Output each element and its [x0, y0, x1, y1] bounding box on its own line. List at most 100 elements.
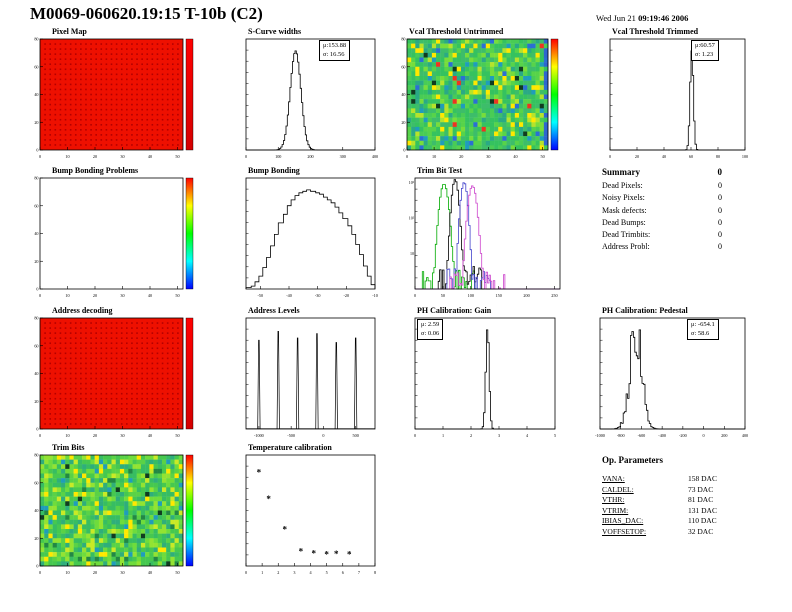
- svg-text:-30: -30: [315, 293, 321, 298]
- summary-panel: Summary 0 Dead Pixels: 0 Noisy Pixels: 0 M…: [602, 167, 722, 254]
- ph-calibration-gain-chart: 0 1 2 3 4 5: [414, 317, 556, 438]
- svg-text:30: 30: [120, 293, 124, 298]
- svg-text:-20: -20: [344, 293, 350, 298]
- summary-row-address-probl: Address Probl: 0: [602, 242, 722, 252]
- svg-text:20: 20: [34, 259, 38, 264]
- timestamp: Wed Jun 21 09:19:46 2006: [596, 13, 688, 23]
- svg-text:40: 40: [662, 154, 666, 159]
- svg-text:40: 40: [148, 570, 152, 575]
- summary-title: Summary: [602, 167, 640, 177]
- svg-text:-50: -50: [258, 293, 264, 298]
- plot-title: Vcal Threshold Untrimmed: [409, 27, 504, 36]
- svg-text:0: 0: [245, 570, 247, 575]
- svg-text:4: 4: [526, 433, 529, 438]
- svg-text:80: 80: [34, 37, 38, 42]
- stats-box: μ: 2.59 σ: 0.06: [417, 319, 444, 340]
- stats-sigma: σ: 0.06: [421, 329, 440, 337]
- trim-bits-plot: Trim Bits 0 10 20 30 40 50 0 20 40 60 80: [26, 443, 199, 577]
- svg-text:200: 200: [307, 154, 313, 159]
- svg-text:40: 40: [148, 154, 152, 159]
- plot-title: S-Curve widths: [248, 27, 302, 36]
- bump-bonding-plot: Bump Bonding -50 -40 -30 -20 -10: [232, 166, 379, 300]
- svg-text:*: *: [324, 549, 329, 559]
- svg-text:0: 0: [703, 433, 705, 438]
- trim-bit-test-plot: Trim Bit Test 10 10² 10³ 0 50 100 150 200 250: [401, 166, 564, 300]
- svg-text:1: 1: [261, 570, 263, 575]
- svg-text:-600: -600: [638, 433, 646, 438]
- plot-title: Temperature calibration: [248, 443, 332, 452]
- stats-mu: μ: 2.59: [421, 321, 440, 328]
- svg-text:200: 200: [721, 433, 727, 438]
- svg-text:-10: -10: [372, 293, 378, 298]
- op-parameters-panel: Op. Parameters VANA: 158 DAC CALDEL: 73 DA…: [602, 455, 750, 537]
- svg-text:20: 20: [34, 536, 38, 541]
- svg-text:-1000: -1000: [254, 433, 264, 438]
- svg-text:80: 80: [34, 316, 38, 321]
- svg-text:40: 40: [34, 371, 38, 376]
- stats-mu: μ:60.57: [695, 42, 715, 49]
- svg-text:30: 30: [120, 570, 124, 575]
- stats-mu: μ: -654.1: [691, 321, 715, 328]
- svg-text:20: 20: [459, 154, 463, 159]
- svg-text:30: 30: [486, 154, 490, 159]
- temperature-calibration-plot: Temperature calibration * * * * * * * * 0 1 2 3 4 5 6 7…: [232, 443, 379, 577]
- svg-text:20: 20: [93, 570, 97, 575]
- op-param-voffsetop: VOFFSETOP: 32 DAC: [602, 526, 714, 536]
- address-decoding-plot: Address decoding 0 10 20 30 40 50 0 20 40 60 80: [26, 306, 199, 440]
- svg-text:300: 300: [340, 154, 346, 159]
- plot-title: Bump Bonding: [248, 166, 300, 175]
- plot-title: Trim Bit Test: [417, 166, 463, 175]
- temperature-calibration-chart: * * * * * * * * 0 1 2 3 4 5 6 7 8: [245, 454, 376, 575]
- svg-text:5: 5: [554, 433, 556, 438]
- svg-text:0: 0: [322, 433, 324, 438]
- address-levels-plot: Address Levels -1000 -500 0 500: [232, 306, 379, 440]
- svg-text:400: 400: [372, 154, 378, 159]
- svg-text:10: 10: [65, 293, 69, 298]
- summary-row-dead-pixels: Dead Pixels: 0: [602, 181, 722, 190]
- svg-text:40: 40: [34, 231, 38, 236]
- plot-title: Address Levels: [248, 306, 300, 315]
- timestamp-time: 09:19:46 2006: [638, 13, 689, 23]
- svg-text:-800: -800: [617, 433, 625, 438]
- svg-text:400: 400: [742, 433, 748, 438]
- stats-box: μ: -654.1 σ: 58.6: [687, 319, 719, 340]
- svg-text:20: 20: [34, 120, 38, 125]
- svg-text:3: 3: [293, 570, 295, 575]
- svg-text:2: 2: [277, 570, 279, 575]
- svg-text:-1000: -1000: [595, 433, 605, 438]
- ph-calibration-gain-plot: PH Calibration: Gain 0 1 2 3 4 5 μ: 2.59 σ: 0…: [401, 306, 559, 440]
- svg-text:20: 20: [635, 154, 639, 159]
- svg-text:40: 40: [34, 92, 38, 97]
- svg-text:1: 1: [442, 433, 444, 438]
- stats-sigma: σ: 16.56: [323, 50, 345, 58]
- svg-text:*: *: [347, 549, 352, 559]
- svg-text:30: 30: [120, 433, 124, 438]
- svg-text:10³: 10³: [409, 180, 415, 185]
- svg-text:40: 40: [34, 508, 38, 513]
- svg-text:20: 20: [34, 399, 38, 404]
- plot-title: Bump Bonding Problems: [52, 166, 139, 175]
- ph-calibration-pedestal-chart: -1000 -800 -600 -400 -200 0 200 400: [595, 317, 748, 438]
- svg-text:*: *: [311, 548, 316, 558]
- svg-text:80: 80: [34, 176, 38, 181]
- plot-title: Address decoding: [52, 306, 113, 315]
- svg-text:0: 0: [39, 154, 41, 159]
- svg-text:0: 0: [36, 564, 38, 569]
- svg-text:0: 0: [36, 427, 38, 432]
- svg-text:60: 60: [34, 343, 38, 348]
- svg-text:0: 0: [414, 433, 416, 438]
- svg-text:200: 200: [523, 293, 529, 298]
- stats-mu: μ:153.88: [323, 42, 347, 49]
- svg-text:*: *: [282, 525, 287, 535]
- svg-text:60: 60: [34, 203, 38, 208]
- stats-sigma: σ: 1.23: [695, 50, 714, 58]
- svg-text:6: 6: [342, 570, 344, 575]
- svg-text:250: 250: [551, 293, 557, 298]
- op-param-caldel: CALDEL: 73 DAC: [602, 484, 714, 494]
- svg-text:0: 0: [403, 148, 405, 153]
- svg-text:150: 150: [496, 293, 502, 298]
- op-parameters-title: Op. Parameters: [602, 455, 663, 465]
- svg-text:30: 30: [120, 154, 124, 159]
- svg-text:40: 40: [148, 433, 152, 438]
